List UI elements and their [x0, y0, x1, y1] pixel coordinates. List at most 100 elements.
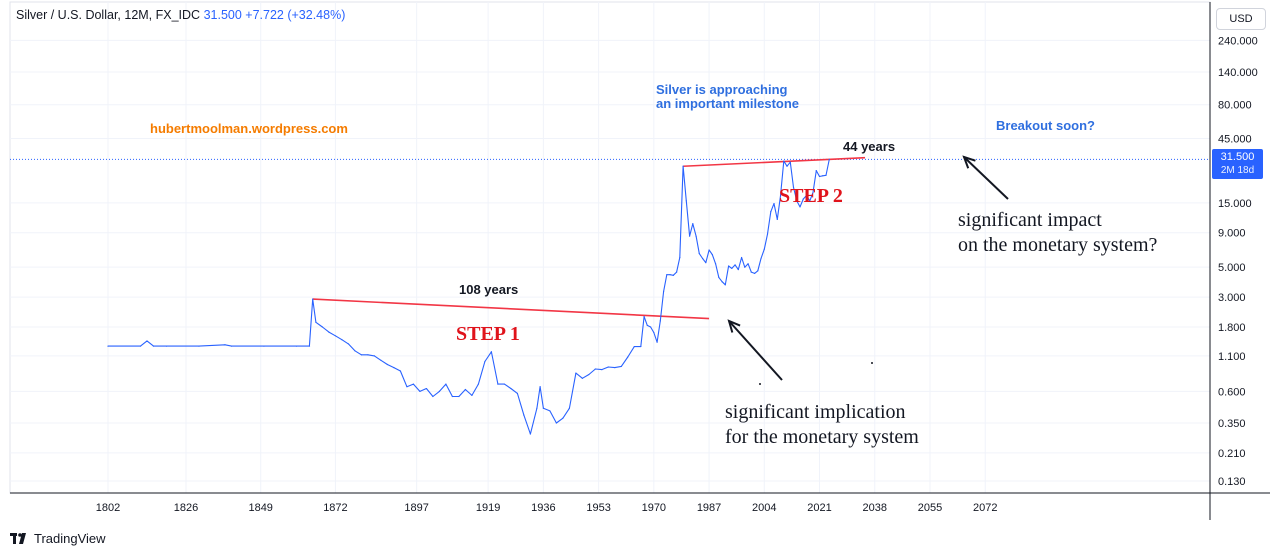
- x-tick-label: 1919: [476, 502, 500, 514]
- data-point: [799, 206, 801, 208]
- implication-annotation: significant implication for the monetary…: [725, 400, 919, 450]
- y-tick-label: 0.210: [1218, 448, 1246, 460]
- data-point: [640, 345, 642, 348]
- y-tick-label: 0.350: [1218, 418, 1246, 430]
- data-point: [539, 386, 541, 388]
- data-point: [620, 365, 622, 367]
- data-point: [295, 345, 298, 347]
- data-point: [380, 359, 382, 361]
- data-point: [753, 272, 756, 274]
- data-point: [786, 165, 788, 167]
- symbol-title: Silver / U.S. Dollar, 12M, FX_IDC: [16, 8, 201, 22]
- step2-annotation: STEP 2: [779, 185, 843, 207]
- x-tick-label: 2055: [918, 502, 942, 514]
- data-point: [152, 345, 155, 347]
- data-point: [139, 345, 142, 347]
- y-tick-label: 240.000: [1218, 35, 1258, 47]
- data-point: [744, 266, 746, 268]
- data-point: [490, 351, 492, 353]
- y-tick-label: 5.000: [1218, 262, 1246, 274]
- data-point: [588, 373, 590, 376]
- data-point: [386, 363, 389, 366]
- data-point: [701, 257, 704, 260]
- data-point: [360, 354, 363, 356]
- data-point: [529, 433, 531, 435]
- data-point: [484, 360, 486, 363]
- data-point: [458, 395, 460, 398]
- y-tick-label: 9.000: [1218, 228, 1246, 240]
- data-point: [809, 200, 811, 202]
- data-point: [607, 366, 609, 368]
- data-point: [695, 235, 697, 237]
- data-point: [789, 161, 791, 163]
- data-point: [805, 194, 808, 197]
- data-point: [682, 165, 684, 167]
- x-tick-label: 1802: [96, 502, 120, 514]
- data-point: [773, 203, 775, 205]
- data-point: [662, 290, 665, 293]
- data-point: [562, 417, 564, 419]
- data-point: [107, 345, 109, 347]
- data-point: [230, 345, 233, 347]
- years-108-annotation: 108 years: [459, 282, 519, 297]
- data-point: [643, 316, 645, 318]
- y-tick-label: 80.000: [1218, 100, 1252, 112]
- data-point: [523, 414, 525, 416]
- last-price-value: 31.500: [1220, 151, 1255, 163]
- data-point: [627, 356, 629, 358]
- x-tick-label: 2072: [973, 502, 997, 514]
- data-point: [451, 395, 453, 398]
- data-point: [646, 324, 648, 327]
- x-tick-label: 1936: [531, 502, 555, 514]
- tradingview-brand: TradingView: [34, 531, 106, 546]
- data-point: [705, 262, 707, 264]
- data-point: [419, 390, 421, 392]
- data-point: [393, 367, 395, 369]
- data-point: [555, 422, 557, 424]
- trendline-44-years: [683, 156, 866, 168]
- data-point: [432, 395, 434, 398]
- site-annotation: hubertmoolman.wordpress.com: [150, 121, 348, 136]
- y-tick-label: 1.100: [1218, 351, 1246, 363]
- data-point: [425, 387, 428, 390]
- data-point: [714, 263, 717, 265]
- currency-button[interactable]: USD: [1216, 8, 1266, 30]
- data-point: [373, 355, 376, 357]
- data-point: [692, 223, 694, 225]
- data-point: [464, 388, 466, 391]
- data-point: [688, 235, 691, 237]
- data-point: [828, 158, 830, 160]
- data-point: [737, 268, 739, 271]
- data-point: [679, 256, 681, 259]
- price-change: +7.722 (+32.48%): [245, 8, 346, 22]
- symbol-header: Silver / U.S. Dollar, 12M, FX_IDC 31.500…: [16, 8, 345, 22]
- data-point: [312, 298, 314, 300]
- y-tick-label: 3.000: [1218, 292, 1246, 304]
- data-point: [796, 200, 798, 202]
- data-point: [770, 211, 772, 213]
- data-point: [802, 198, 804, 200]
- data-point: [698, 253, 700, 255]
- data-point: [822, 175, 824, 177]
- data-point: [354, 350, 356, 352]
- data-point: [445, 383, 447, 385]
- x-tick-label: 1987: [697, 502, 721, 514]
- data-point: [792, 186, 795, 189]
- x-tick-label: 1970: [642, 502, 666, 514]
- tradingview-footer[interactable]: TradingView: [10, 531, 106, 546]
- data-point: [659, 320, 661, 322]
- data-point: [224, 344, 226, 346]
- y-tick-label: 45.000: [1218, 133, 1252, 145]
- data-point: [594, 368, 596, 370]
- data-point: [812, 191, 814, 194]
- data-point: [766, 233, 769, 235]
- x-tick-label: 2021: [807, 502, 831, 514]
- data-point: [601, 369, 603, 371]
- y-tick-label: 15.000: [1218, 198, 1252, 210]
- arrow-implication: [728, 320, 783, 381]
- y-tick-label: 0.600: [1218, 386, 1246, 398]
- data-point: [727, 265, 730, 267]
- data-point: [165, 345, 168, 347]
- x-tick-label: 1849: [248, 502, 272, 514]
